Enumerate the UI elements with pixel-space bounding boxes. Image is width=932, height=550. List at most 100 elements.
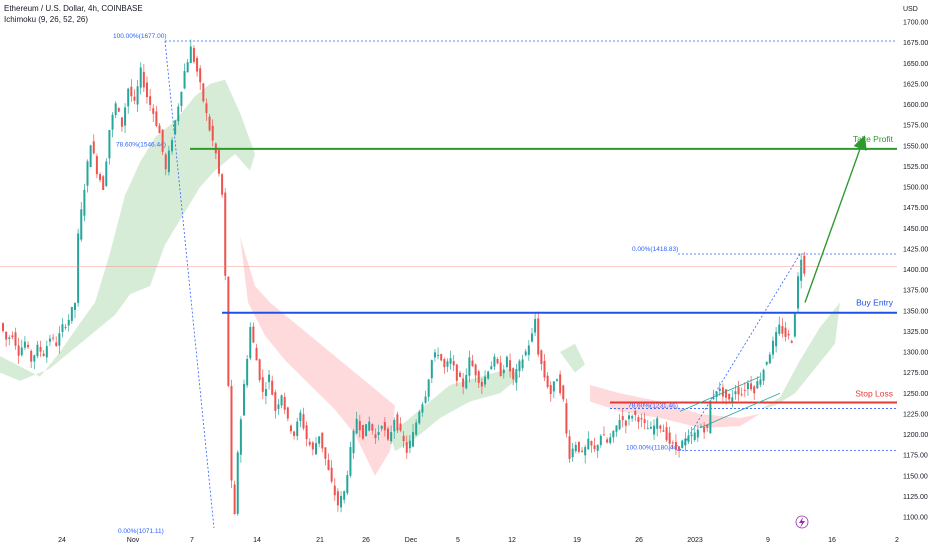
candle-body (502, 369, 505, 374)
candle-body (180, 91, 183, 106)
candle-body (217, 150, 220, 174)
y-axis-tick-label: 1525.00 (903, 164, 928, 171)
candle-body (487, 371, 490, 379)
candle-body (649, 426, 652, 429)
candle-body (64, 326, 67, 328)
candle-body (17, 345, 20, 356)
candle-body (775, 331, 778, 347)
x-axis[interactable]: 24 Nov 7 14 21 26 Dec 5 12 19 26 2023 9 16 2 (58, 537, 899, 544)
candle-body (477, 371, 480, 383)
candle-body (95, 156, 98, 175)
candle-body (343, 491, 346, 500)
y-axis[interactable]: USD 1700.00 1675.00 1650.00 1625.00 1600.00 15… (897, 0, 932, 550)
y-axis-tick-label: 1475.00 (903, 205, 928, 212)
x-axis-tick-label: 26 (635, 537, 643, 544)
candle-body (99, 174, 102, 180)
candle-body (615, 425, 618, 432)
candle-body (393, 420, 396, 432)
y-axis-tick-label: 1700.00 (903, 20, 928, 27)
candle-body (540, 350, 543, 365)
candle-body (2, 323, 4, 331)
candle-body (568, 436, 571, 459)
candle-body (690, 434, 693, 437)
candle-body (192, 48, 195, 62)
candle-body (574, 444, 577, 452)
candle-body (750, 383, 753, 390)
candle-body (709, 400, 712, 434)
candle-body (415, 422, 418, 435)
candle-body (23, 341, 26, 348)
candle-body (437, 354, 440, 356)
fib-label-0: 0.00%(1071.11) (118, 528, 164, 535)
channel-line (679, 376, 761, 412)
candle-body (386, 428, 389, 440)
chart-title: Ethereum / U.S. Dollar, 4h, COINBASE (4, 4, 143, 13)
candle-body (383, 422, 386, 431)
candle-body (499, 362, 502, 377)
candle-body (668, 432, 671, 444)
candle-body (793, 313, 796, 337)
candle-body (602, 434, 605, 436)
candle-body (145, 82, 148, 98)
candle-body (274, 392, 277, 411)
y-axis-tick-label: 1500.00 (903, 185, 928, 192)
candle-body (205, 103, 208, 113)
candle-body (474, 364, 477, 376)
candle-body (39, 347, 42, 352)
candle-body (280, 395, 283, 406)
candle-body (55, 342, 58, 346)
candle-body (559, 374, 562, 394)
candle-body (186, 62, 189, 73)
candlestick-series (2, 39, 806, 516)
candle-body (596, 445, 599, 451)
candle-body (330, 467, 333, 482)
candle-body (606, 439, 609, 443)
candle-body (421, 404, 424, 413)
y-axis-tick-label: 1375.00 (903, 288, 928, 295)
lightning-icon (795, 515, 809, 529)
candle-body (380, 426, 383, 429)
candle-body (105, 161, 108, 186)
candle-body (440, 354, 443, 361)
candle-body (30, 350, 33, 362)
candle-body (452, 361, 455, 366)
y-axis-tick-label: 1625.00 (903, 81, 928, 88)
y-axis-tick-label: 1325.00 (903, 329, 928, 336)
candle-body (418, 411, 421, 424)
candle-body (308, 441, 311, 445)
candle-body (349, 447, 352, 476)
candle-body (505, 356, 508, 368)
candle-body (662, 430, 665, 432)
candle-body (427, 379, 430, 397)
candle-body (243, 384, 246, 416)
x-axis-tick-label: 16 (828, 537, 836, 544)
candle-body (271, 380, 274, 395)
y-axis-tick-label: 1575.00 (903, 123, 928, 130)
candle-body (640, 418, 643, 420)
candle-body (765, 362, 768, 365)
candle-body (164, 154, 167, 170)
candle-body (199, 68, 202, 83)
fibonacci-layer: 100.00%(1677.00) 78.60%(1546.44) 0.00%(107… (113, 33, 897, 535)
candle-body (42, 353, 45, 356)
candle-body (399, 423, 402, 431)
candle-body (102, 176, 105, 190)
candle-body (299, 412, 302, 421)
candle-body (327, 459, 330, 470)
candle-body (621, 416, 624, 421)
candle-body (678, 446, 681, 450)
candle-body (631, 416, 634, 419)
candle-body (177, 106, 180, 122)
candle-body (70, 306, 73, 321)
y-axis-tick-label: 1550.00 (903, 143, 928, 150)
lightning-icon (799, 517, 805, 528)
candle-body (618, 419, 621, 430)
candle-body (89, 145, 92, 168)
candle-body (318, 436, 321, 444)
y-axis-tick-label: 1125.00 (903, 494, 928, 501)
x-axis-tick-label: 5 (456, 537, 460, 544)
candle-body (771, 340, 774, 355)
candle-body (211, 125, 214, 141)
candle-body (352, 430, 355, 454)
